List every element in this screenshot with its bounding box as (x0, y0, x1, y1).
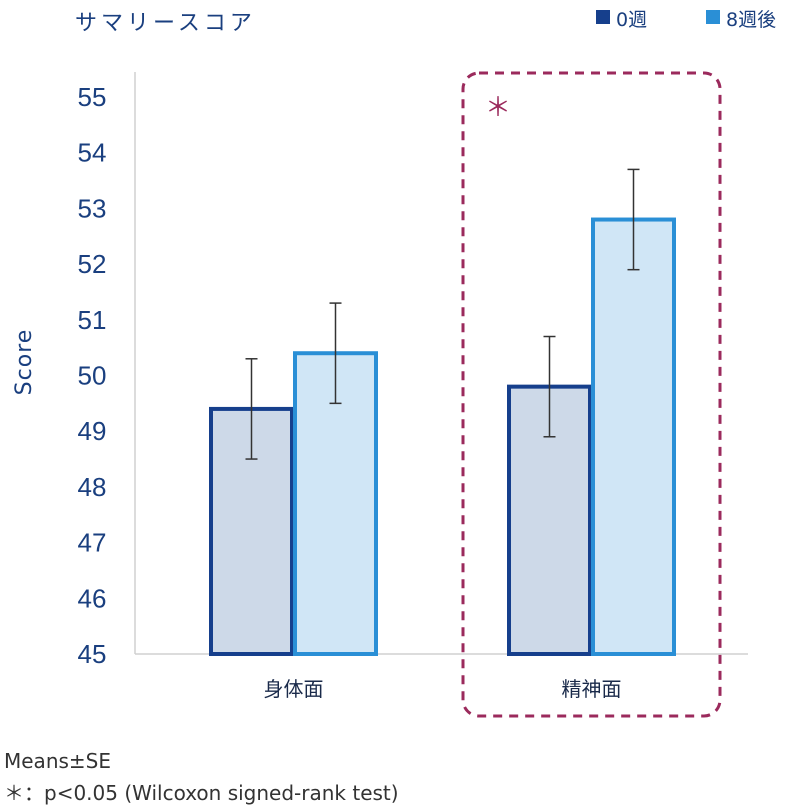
y-tick-label: 48 (78, 472, 107, 502)
significance-highlight-box (461, 71, 722, 718)
y-tick-label: 55 (78, 82, 107, 112)
bar-8weeks (293, 351, 378, 656)
y-tick-label: 49 (78, 416, 107, 446)
note-significance: ＊：p<0.05 (Wilcoxon signed-rank test) (4, 781, 399, 805)
x-axis-labels: 身体面 精神面 (264, 677, 622, 701)
y-axis-label: Score (12, 329, 37, 396)
note-means-se: Means±SE (4, 749, 112, 773)
y-tick-label: 47 (78, 528, 107, 558)
chart-notes: Means±SE ＊：p<0.05 (Wilcoxon signed-rank … (4, 745, 399, 809)
plot-area (134, 72, 748, 657)
y-tick-label: 45 (78, 639, 107, 669)
legend-swatch-0week (596, 10, 610, 24)
legend-label-0week: 0週 (616, 9, 647, 31)
x-category-label: 精神面 (562, 677, 622, 701)
chart-title: サマリースコア (75, 11, 256, 36)
y-tick-label: 53 (78, 193, 107, 223)
y-axis-ticks: 45 46 47 48 49 50 51 52 53 54 55 (78, 82, 107, 669)
y-tick-label: 51 (78, 305, 107, 335)
x-category-label: 身体面 (264, 677, 324, 701)
y-tick-label: 46 (78, 583, 107, 613)
legend: 0週 8週後 (596, 9, 776, 31)
significance-marker: ＊ (485, 93, 511, 123)
legend-label-8weeks: 8週後 (726, 9, 776, 31)
bar-8weeks (591, 217, 676, 656)
legend-swatch-8weeks (706, 10, 720, 24)
y-tick-label: 50 (78, 361, 107, 391)
chart-svg: サマリースコア 0週 8週後 Score 45 46 47 48 49 50 51 52 53 5… (12, 9, 776, 718)
y-tick-label: 54 (78, 138, 107, 168)
y-tick-label: 52 (78, 249, 107, 279)
